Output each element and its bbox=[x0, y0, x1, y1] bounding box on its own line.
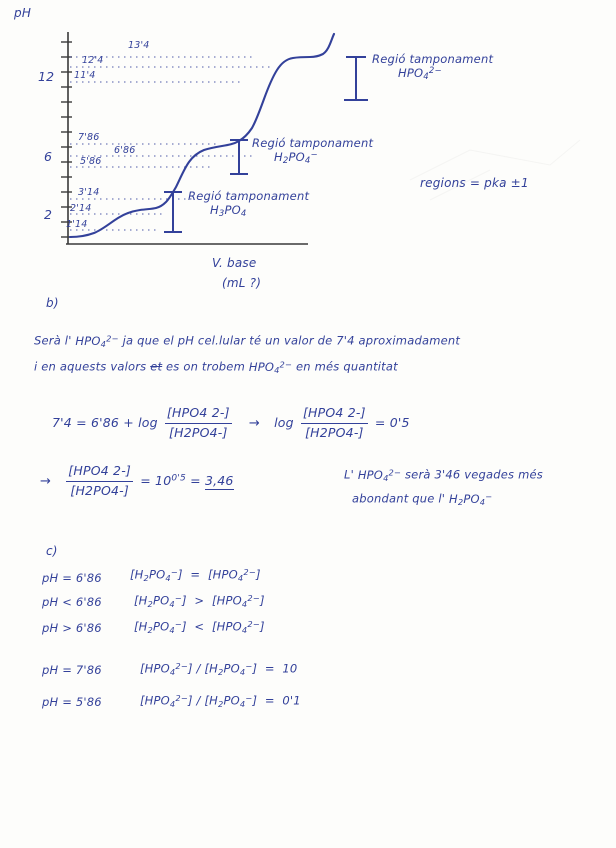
annotation-buffer-hpo4: Regió tamponament HPO42− bbox=[372, 52, 493, 83]
section-b-line2: i en aquests valors et es on trobem HPO4… bbox=[34, 358, 398, 376]
gridlines bbox=[70, 56, 274, 231]
equation-1-fraction: [HPO4 2-] [H2PO4-] bbox=[164, 404, 232, 443]
equation-2-arrow: → bbox=[40, 473, 52, 489]
section-c-row-4-condition: pH = 7'86 bbox=[42, 663, 102, 677]
section-b-conclusion-line2: abondant que l' H2PO4− bbox=[352, 490, 492, 508]
annotation-buffer-h3po4: Regió tamponament H3PO4 bbox=[188, 189, 309, 220]
section-b-label: b) bbox=[46, 296, 59, 310]
x-axis-label-line2: (mL ?) bbox=[222, 276, 262, 290]
equation-1-arrow: → bbox=[248, 415, 260, 431]
annotation-buffer-h2po4: Regió tamponament H2PO4− bbox=[252, 136, 373, 167]
gridline-label-12-4: 12'4 bbox=[82, 55, 104, 66]
section-b-line1: Serà l' HPO42− ja que el pH cel.lular té… bbox=[34, 332, 460, 350]
gridline-label-1-14: 1'14 bbox=[66, 219, 88, 230]
equation-2-result-equals: = bbox=[190, 472, 201, 488]
titration-curve bbox=[68, 32, 336, 239]
titration-chart: pH bbox=[6, 4, 610, 294]
gridline-label-6-86: 6'86 bbox=[114, 145, 136, 156]
section-b-line2-pre: i en aquests valors bbox=[34, 359, 151, 374]
gridline-label-3-14: 3'14 bbox=[78, 187, 100, 198]
equation-2-denominator: [H2PO4-] bbox=[66, 480, 134, 501]
gridline-label-13-4: 13'4 bbox=[128, 40, 150, 51]
chart-svg bbox=[61, 32, 336, 245]
gridline-label-5-86: 5'86 bbox=[80, 156, 102, 167]
annotation-buffer-h3po4-line1: Regió tamponament bbox=[188, 189, 310, 203]
x-axis-label-line1: V. base bbox=[212, 256, 257, 270]
section-c-row-5-condition: pH = 5'86 bbox=[42, 695, 102, 709]
y-tick-6: 6 bbox=[44, 149, 53, 164]
gridline-label-2-14: 2'14 bbox=[70, 203, 92, 214]
annotation-buffer-h2po4-species: H2PO4− bbox=[274, 150, 318, 167]
gridline-label-11-4: 11'4 bbox=[74, 70, 96, 81]
conclusion-line2-pre: abondant que l' bbox=[352, 491, 450, 506]
annotation-buffer-h2po4-line1: Regió tamponament bbox=[252, 136, 374, 150]
equation-1-rhs-value: = 0'5 bbox=[374, 414, 410, 430]
equation-1-lhs: 7'4 = 6'86 + log bbox=[52, 414, 158, 430]
gridline-label-7-86: 7'86 bbox=[78, 132, 100, 143]
annotation-regions-pka: regions = pka ±1 bbox=[420, 176, 529, 190]
equation-2-fraction: [HPO4 2-] [H2PO4-] bbox=[66, 462, 134, 501]
y-tick-12: 12 bbox=[38, 69, 55, 84]
section-c-row-2-condition: pH < 6'86 bbox=[42, 595, 102, 609]
section-c-label: c) bbox=[46, 544, 58, 558]
section-c-row-1-condition: pH = 6'86 bbox=[42, 571, 102, 585]
section-b-equation-2: → [HPO4 2-] [H2PO4-] = 100'5 = 3,46 bbox=[40, 462, 234, 501]
equation-1-rhs-fraction: [HPO4 2-] [H2PO4-] bbox=[300, 404, 368, 443]
equation-2-result: 3,46 bbox=[204, 472, 234, 490]
section-c-row-3-expression: [H2PO4−] < [HPO42−] bbox=[134, 619, 265, 635]
annotation-buffer-hpo4-line1: Regió tamponament bbox=[372, 52, 494, 66]
equation-1-log-label: log bbox=[274, 414, 294, 430]
equation-1-denominator: [H2PO4-] bbox=[164, 422, 232, 443]
conclusion-line1-post: serà 3'46 vegades més bbox=[401, 467, 543, 482]
section-b-line2-mid: es on trobem bbox=[162, 359, 249, 374]
equation-2-equals: = 10 bbox=[140, 472, 172, 488]
conclusion-line1-species: HPO42− bbox=[357, 467, 402, 483]
section-b-line1-species: HPO42− bbox=[75, 333, 119, 349]
section-c-row-4-expression: [HPO42−] / [H2PO4−] = 10 bbox=[140, 661, 298, 677]
equation-2-numerator: [HPO4 2-] bbox=[68, 463, 132, 478]
section-b-line2-strike: et bbox=[150, 359, 163, 374]
conclusion-line1-pre: L' bbox=[344, 467, 358, 482]
section-b-line1-post: ja que el pH cel.lular té un valor de 7'… bbox=[118, 333, 461, 348]
section-b-line1-pre: Serà l' bbox=[34, 333, 76, 348]
section-b-line2-post: en més quantitat bbox=[292, 359, 398, 374]
equation-1-numerator: [HPO4 2-] bbox=[166, 405, 230, 420]
annotation-buffer-h3po4-species: H3PO4 bbox=[210, 203, 247, 220]
conclusion-line2-species: H2PO4− bbox=[449, 491, 493, 507]
y-axis-label: pH bbox=[14, 6, 32, 20]
y-tick-2: 2 bbox=[44, 207, 53, 222]
section-b-equation-1: 7'4 = 6'86 + log [HPO4 2-] [H2PO4-] → lo… bbox=[52, 404, 410, 443]
section-c-row-2-expression: [H2PO4−] > [HPO42−] bbox=[134, 593, 265, 609]
annotation-buffer-hpo4-species: HPO42− bbox=[398, 66, 442, 83]
section-c-row-3-condition: pH > 6'86 bbox=[42, 621, 102, 635]
equation-1-rhs-denominator: [H2PO4-] bbox=[300, 422, 368, 443]
equation-2-exponent: 0'5 bbox=[171, 473, 186, 484]
section-c-row-5-expression: [HPO42−] / [H2PO4−] = 0'1 bbox=[140, 693, 301, 709]
equation-1-rhs-numerator: [HPO4 2-] bbox=[302, 405, 366, 420]
section-b-conclusion-line1: L' HPO42− serà 3'46 vegades més bbox=[344, 466, 543, 484]
section-c-row-1-expression: [H2PO4−] = [HPO42−] bbox=[130, 567, 261, 583]
section-b-line2-species: HPO42− bbox=[248, 359, 293, 375]
